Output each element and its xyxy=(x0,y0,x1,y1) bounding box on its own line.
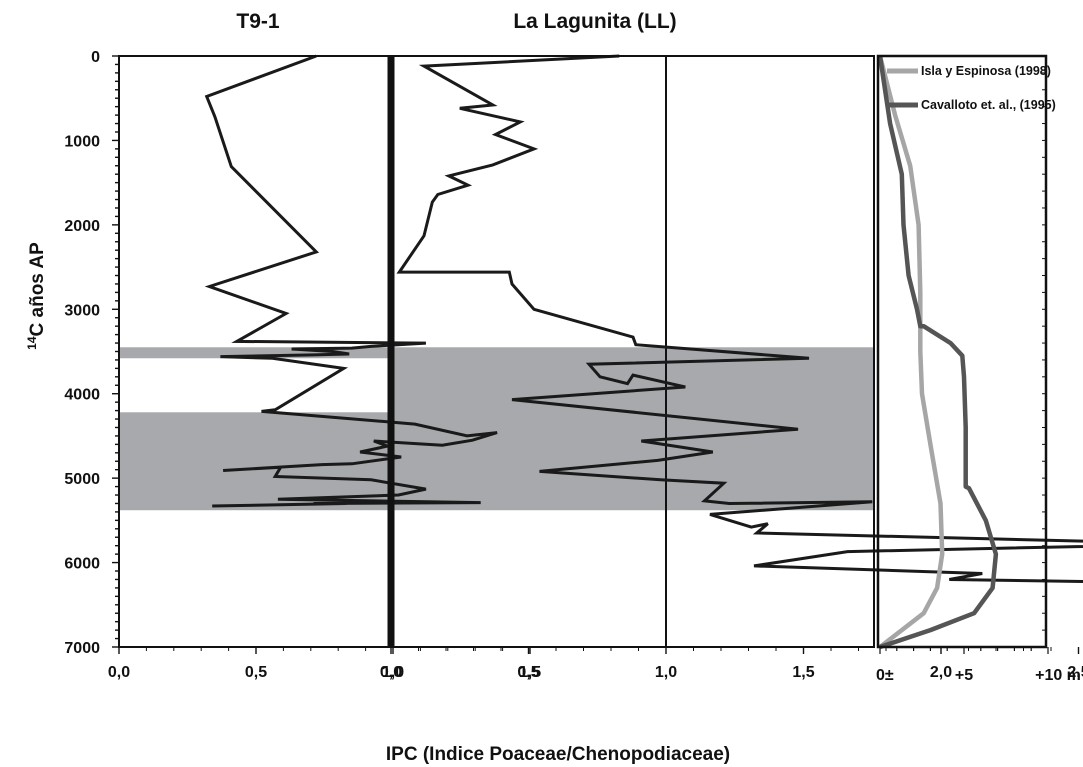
x-tick-label-lagunita: 1,5 xyxy=(792,664,814,681)
y-axis-title-superscript: 14 xyxy=(25,336,39,350)
shaded-intervals xyxy=(119,347,874,511)
x-axis-title: IPC (Indice Poaceae/Chenopodiaceae) xyxy=(386,744,730,765)
shade-t9-1-0 xyxy=(119,347,391,359)
series-line-lagunita xyxy=(396,54,1083,584)
x-tick-label-lagunita: 1,0 xyxy=(655,664,677,681)
x-tick-label-t9-1: 1,5 xyxy=(519,664,541,681)
panel-title-t9-1: T9-1 xyxy=(236,10,280,33)
shade-lagunita-0 xyxy=(391,347,874,511)
legend-label-isla: Isla y Espinosa (1998) xyxy=(921,64,1051,78)
x-tick-label-lagunita: 0,0 xyxy=(380,664,402,681)
legend: Isla y Espinosa (1998) Cavalloto et. al.… xyxy=(887,64,1056,112)
panel-title-la-lagunita: La Lagunita (LL) xyxy=(513,10,676,33)
y-tick-label: 0 xyxy=(91,49,100,66)
y-axis-title: 14C años AP xyxy=(25,242,48,350)
y-tick-label: 5000 xyxy=(64,471,100,488)
series-line-isla-espinosa xyxy=(877,55,945,649)
legend-label-isla-1: Isla y Espinosa (1998) xyxy=(921,64,1051,78)
x-tick-label-t9-1: 0,5 xyxy=(245,664,267,681)
x-tick-label-sea-level: 0± xyxy=(876,667,894,684)
series-line-cavalloto xyxy=(877,55,999,650)
tick-labels: 0 1000 2000 3000 4000 5000 6000 7000 0,0 0,5 1,0 1,… xyxy=(64,49,1083,684)
panel-frames xyxy=(118,54,1048,649)
x-tick-label-t9-1: 0,0 xyxy=(108,664,130,681)
y-tick-label: 4000 xyxy=(64,387,100,404)
legend-label-cavalloto-1: Cavalloto et. al., (1995) xyxy=(921,98,1056,112)
x-tick-label-t9-1: 1,0 xyxy=(382,664,404,681)
y-tick-label: 3000 xyxy=(64,302,100,319)
data-series xyxy=(204,54,1083,650)
y-tick-label: 1000 xyxy=(64,133,100,150)
frame-sea-level xyxy=(876,54,1048,649)
x-tick-label-lagunita: 2,5 xyxy=(1067,664,1083,681)
x-tick-label-lagunita: 0,5 xyxy=(517,664,539,681)
shade-t9-1-1 xyxy=(119,412,391,511)
series-line-t9-1 xyxy=(204,54,498,508)
y-tick-label: 7000 xyxy=(64,640,100,657)
legend-label-cavalloto: Cavalloto et. al., (1995) xyxy=(921,98,1056,112)
x-tick-label-sea-level: +10 m xyxy=(1035,667,1081,684)
frame-main xyxy=(118,55,875,648)
y-tick-label: 2000 xyxy=(64,218,100,235)
y-tick-label: 6000 xyxy=(64,556,100,573)
x-tick-label-sea-level: +5 xyxy=(955,667,973,684)
x-tick-label-lagunita: 2,0 xyxy=(930,664,952,681)
y-axis-title-text: C años AP xyxy=(27,242,48,337)
